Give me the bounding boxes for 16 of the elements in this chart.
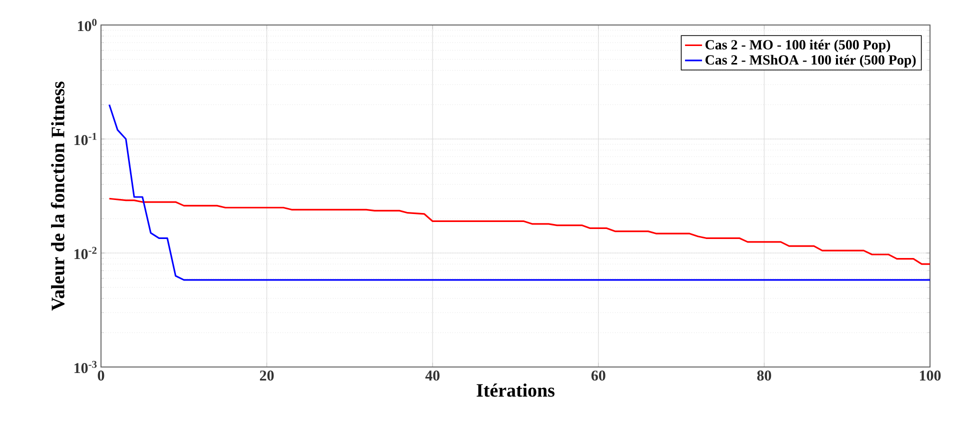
x-tick-label: 60 (591, 370, 606, 381)
x-tick-label: 20 (260, 370, 274, 381)
y-tick-label: 10$^{-1}$ (74, 132, 96, 146)
y-tick-label: 10$^{-2}$ (74, 246, 97, 260)
legend-label: Cas 2 - MO - 100 itér (500 Pop) (706, 40, 890, 52)
line-series (108, 198, 930, 265)
x-tick-label: 100 (920, 370, 941, 381)
line-series (108, 104, 930, 281)
y-axis-title: Valeur de la fonction Fitness (50, 82, 64, 311)
legend-label: Cas 2 - MShOA - 100 itér (500 Pop) (706, 54, 916, 68)
x-tick-label: 0 (98, 370, 104, 381)
y-tick-label: 10$^{0}$ (78, 18, 97, 32)
x-axis-title: Itérations (476, 383, 554, 397)
y-tick-label: 10$^{-3}$ (74, 360, 97, 374)
x-tick-label: 80 (757, 370, 772, 381)
x-tick-label: 40 (425, 370, 440, 381)
